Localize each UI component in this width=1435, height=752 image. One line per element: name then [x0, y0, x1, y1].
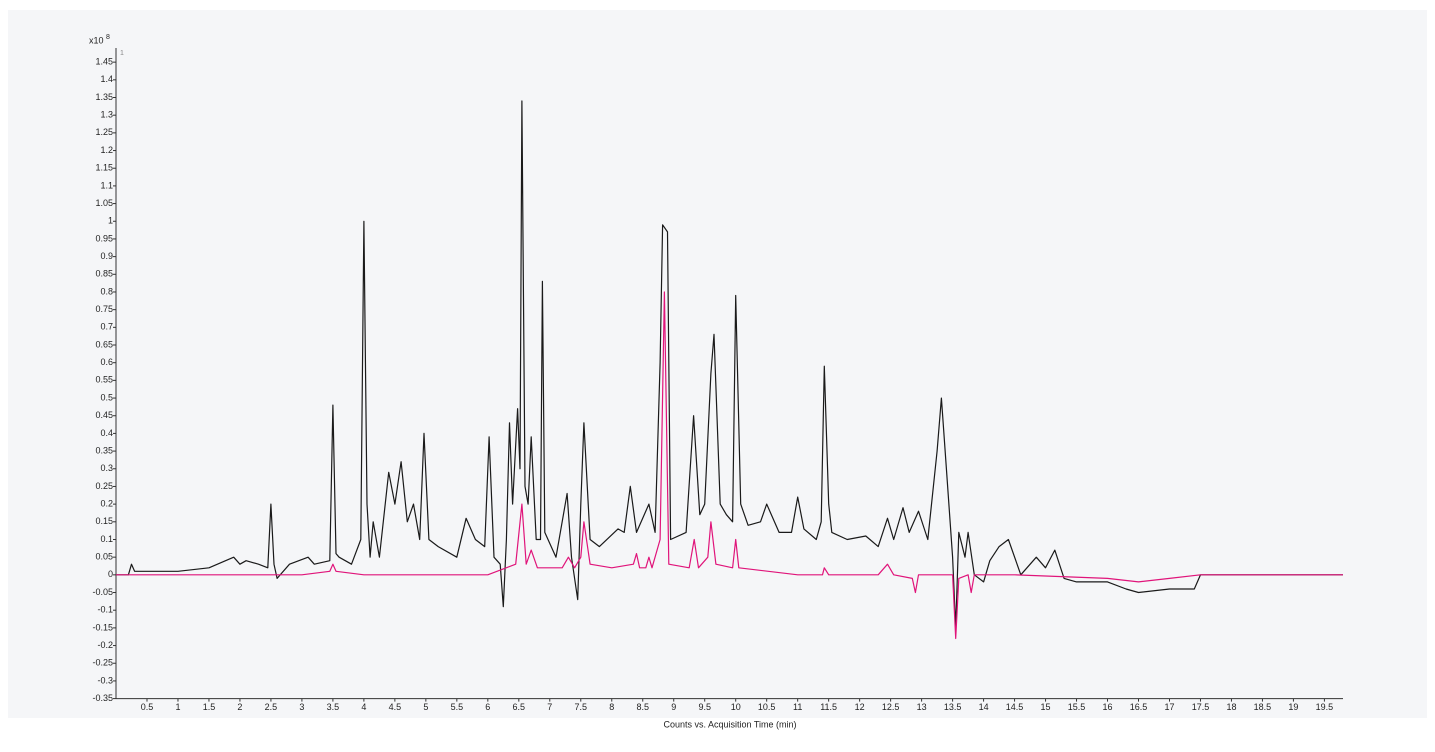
y-tick-label: 1.45: [95, 57, 113, 67]
y-tick-label: 0.35: [95, 445, 113, 455]
y-tick-label: 0.1: [100, 534, 113, 544]
y-tick-label: 0.95: [95, 233, 113, 243]
y-tick-label: 1.3: [100, 110, 113, 120]
x-tick-label: 18.5: [1254, 702, 1272, 712]
x-tick-label: 2: [237, 702, 242, 712]
x-tick-label: 16: [1103, 702, 1113, 712]
x-tick-label: 7: [547, 702, 552, 712]
plot-background: [8, 10, 1427, 718]
x-tick-label: 0.5: [141, 702, 154, 712]
x-tick-label: 13: [917, 702, 927, 712]
trace-line: [116, 291, 1343, 640]
x-tick-label: 9: [671, 702, 676, 712]
x-tick-label: 8: [609, 702, 614, 712]
x-tick-label: 19.5: [1316, 702, 1334, 712]
y-tick-label: 0.55: [95, 375, 113, 385]
y-tick-label: 1.2: [100, 145, 113, 155]
y-tick-label: -0.05: [92, 587, 113, 597]
x-tick-label: 11.5: [820, 702, 837, 712]
y-tick-label: 0.15: [95, 516, 113, 526]
y-tick-label: 0.75: [95, 304, 113, 314]
x-tick-label: 3.5: [327, 702, 340, 712]
y-tick-label: 0.25: [95, 481, 113, 491]
x-tick-label: 11: [793, 702, 802, 712]
x-tick-label: 17: [1164, 702, 1174, 712]
y-tick-label: 0.85: [95, 269, 113, 279]
y-tick-label: 0.65: [95, 339, 113, 349]
x-tick-label: 1: [175, 702, 180, 712]
x-tick-label: 13.5: [944, 702, 962, 712]
y-tick-label: 0.45: [95, 410, 113, 420]
x-tick-label: 1.5: [203, 702, 216, 712]
x-tick-label: 7.5: [575, 702, 588, 712]
y-multiplier: x10: [89, 35, 104, 45]
x-tick-label: 6: [485, 702, 490, 712]
x-tick-label: 14: [979, 702, 989, 712]
x-tick-label: 10: [731, 702, 741, 712]
x-tick-label: 3: [299, 702, 304, 712]
x-axis-label: Counts vs. Acquisition Time (min): [663, 719, 796, 729]
trace-line: [116, 100, 1343, 629]
x-tick-label: 12: [855, 702, 865, 712]
x-tick-label: 14.5: [1006, 702, 1024, 712]
y-tick-label: 0: [108, 569, 113, 579]
x-tick-label: 15.5: [1068, 702, 1086, 712]
x-tick-label: 19: [1288, 702, 1298, 712]
y-tick-label: 0.6: [100, 357, 113, 367]
y-tick-label: 1.35: [95, 92, 113, 102]
y-tick-label: -0.3: [97, 675, 113, 685]
y-tick-label: 0.7: [100, 322, 113, 332]
x-tick-label: 5.5: [451, 702, 464, 712]
x-tick-label: 16.5: [1130, 702, 1148, 712]
y-exponent: 8: [106, 34, 110, 41]
y-tick-label: 1.4: [100, 74, 113, 84]
y-tick-label: 0.8: [100, 286, 113, 296]
y-tick-label: 0.9: [100, 251, 113, 261]
x-tick-label: 10.5: [758, 702, 776, 712]
y-tick-label: 0.4: [100, 428, 113, 438]
x-tick-label: 12.5: [882, 702, 900, 712]
y-tick-label: 0.3: [100, 463, 113, 473]
y-tick-label: 0.05: [95, 552, 113, 562]
y-tick-label: -0.15: [92, 622, 113, 632]
x-tick-label: 4.5: [389, 702, 402, 712]
y-tick-label: 1.05: [95, 198, 113, 208]
y-tick-label: -0.2: [97, 640, 113, 650]
y-tick-label: 0.5: [100, 392, 113, 402]
x-tick-label: 15: [1041, 702, 1051, 712]
y-tick-label: 1.25: [95, 127, 113, 137]
x-tick-label: 8.5: [636, 702, 649, 712]
y-tick-label: -0.25: [92, 658, 113, 668]
y-tick-label: -0.35: [92, 693, 113, 703]
x-tick-label: 4: [361, 702, 366, 712]
trace-label: 1: [120, 50, 124, 57]
x-tick-label: 9.5: [698, 702, 711, 712]
x-tick-label: 17.5: [1192, 702, 1210, 712]
y-tick-label: 1.1: [100, 180, 113, 190]
x-tick-label: 18: [1226, 702, 1236, 712]
x-tick-label: 2.5: [265, 702, 278, 712]
x-tick-label: 6.5: [513, 702, 526, 712]
y-tick-label: 1: [108, 216, 113, 226]
y-tick-label: -0.1: [97, 605, 113, 615]
x-tick-label: 5: [423, 702, 428, 712]
y-tick-label: 1.15: [95, 163, 113, 173]
y-tick-label: 0.2: [100, 499, 113, 509]
